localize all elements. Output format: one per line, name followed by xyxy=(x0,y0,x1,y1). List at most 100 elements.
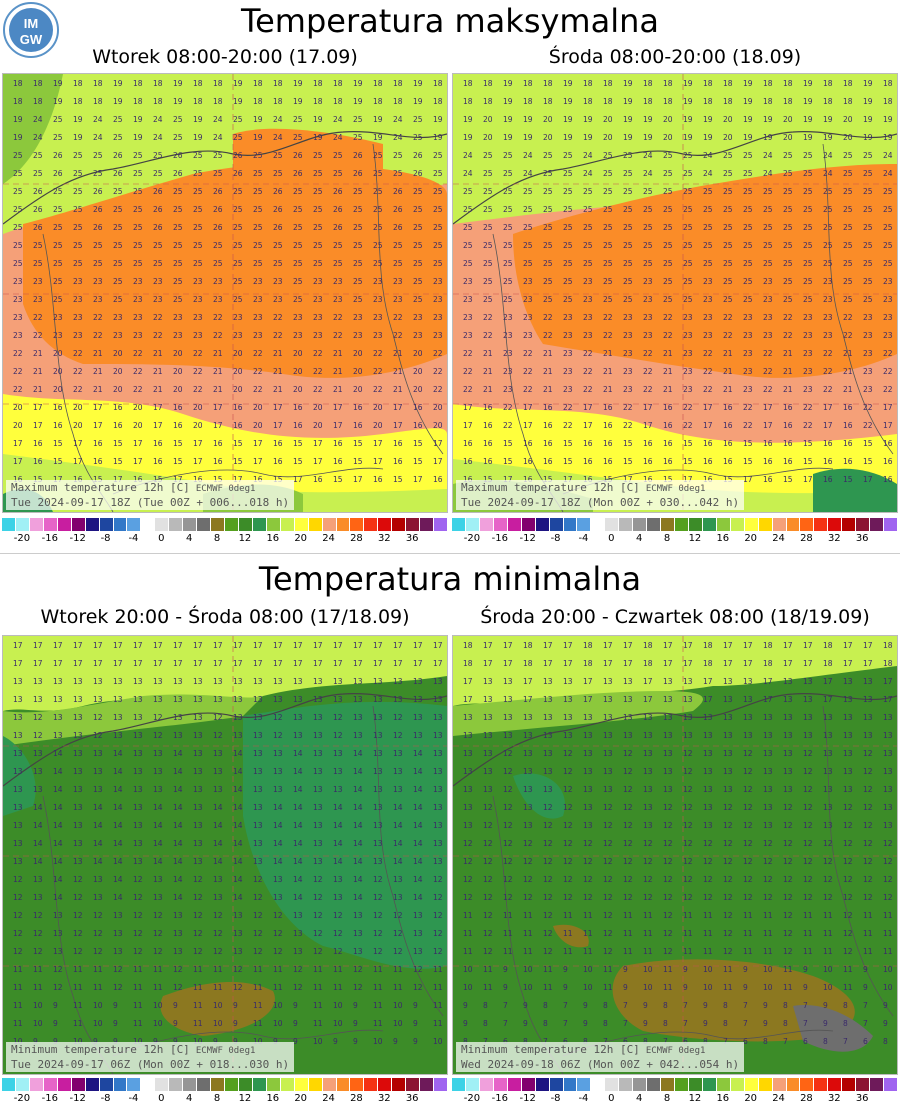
grid-value: 13 xyxy=(413,713,423,722)
grid-value: 9 xyxy=(523,1019,528,1028)
grid-value: 11 xyxy=(583,911,593,920)
grid-value: 7 xyxy=(563,1001,568,1010)
grid-value: 16 xyxy=(583,475,593,484)
grid-value: 12 xyxy=(413,965,423,974)
grid-value: 23 xyxy=(743,331,753,340)
scale-tick-label: 0 xyxy=(158,533,165,544)
grid-value: 14 xyxy=(173,767,183,776)
grid-value: 17 xyxy=(13,439,23,448)
grid-value: 13 xyxy=(783,713,793,722)
grid-value: 11 xyxy=(863,947,873,956)
grid-value: 25 xyxy=(883,223,893,232)
grid-value: 9 xyxy=(93,1037,98,1046)
grid-value: 17 xyxy=(703,421,713,430)
scale-color-cell xyxy=(786,1078,801,1091)
grid-value: 25 xyxy=(353,115,363,124)
grid-value: 17 xyxy=(823,677,833,686)
grid-value: 23 xyxy=(683,367,693,376)
grid-value: 17 xyxy=(393,659,403,668)
grid-value: 22 xyxy=(703,349,713,358)
grid-value: 14 xyxy=(273,839,283,848)
grid-value: 25 xyxy=(73,223,83,232)
grid-value: 13 xyxy=(193,695,203,704)
grid-value: 25 xyxy=(723,295,733,304)
grid-value: 12 xyxy=(483,947,493,956)
grid-value: 22 xyxy=(723,313,733,322)
grid-value: 13 xyxy=(603,713,613,722)
grid-value: 14 xyxy=(353,839,363,848)
grid-value: 14 xyxy=(173,749,183,758)
grid-value: 12 xyxy=(53,965,63,974)
grid-value: 25 xyxy=(53,133,63,142)
grid-value: 20 xyxy=(783,133,793,142)
grid-value: 23 xyxy=(393,295,403,304)
grid-value: 13 xyxy=(503,677,513,686)
grid-value: 11 xyxy=(623,929,633,938)
grid-value: 21 xyxy=(843,367,853,376)
grid-value: 14 xyxy=(353,749,363,758)
grid-value: 13 xyxy=(113,731,123,740)
grid-value: 14 xyxy=(233,767,243,776)
grid-value: 22 xyxy=(583,349,593,358)
grid-value: 25 xyxy=(663,205,673,214)
grid-value: 25 xyxy=(863,259,873,268)
grid-value: 8 xyxy=(783,1019,788,1028)
scale-color-cell xyxy=(406,1078,421,1091)
grid-value: 13 xyxy=(333,785,343,794)
grid-value: 23 xyxy=(683,349,693,358)
scale-color-cell xyxy=(549,518,564,531)
grid-value: 11 xyxy=(253,1019,263,1028)
grid-value: 18 xyxy=(13,97,23,106)
grid-value: 18 xyxy=(13,79,23,88)
grid-value: 14 xyxy=(153,803,163,812)
grid-value: 26 xyxy=(273,205,283,214)
grid-value: 17 xyxy=(193,457,203,466)
grid-value: 7 xyxy=(503,1001,508,1010)
grid-value: 25 xyxy=(273,151,283,160)
grid-value: 9 xyxy=(53,1019,58,1028)
map-caption: Minimum temperature 12h [C] ECMWF 0deg1 T… xyxy=(6,1042,295,1072)
grid-value: 13 xyxy=(843,677,853,686)
grid-value: 10 xyxy=(13,1037,23,1046)
grid-value: 19 xyxy=(293,79,303,88)
grid-value: 19 xyxy=(253,133,263,142)
grid-value: 22 xyxy=(373,385,383,394)
grid-value: 9 xyxy=(463,1019,468,1028)
grid-value: 17 xyxy=(73,457,83,466)
grid-value: 11 xyxy=(823,929,833,938)
scale-color-cell xyxy=(647,518,662,531)
scale-color-cell xyxy=(856,1078,871,1091)
grid-value: 13 xyxy=(33,875,43,884)
scale-tick-label: 32 xyxy=(377,533,391,544)
grid-value: 9 xyxy=(863,965,868,974)
grid-value: 13 xyxy=(313,857,323,866)
map-caption: Minimum temperature 12h [C] ECMWF 0deg1 W… xyxy=(456,1042,745,1072)
grid-value: 25 xyxy=(623,223,633,232)
grid-value: 25 xyxy=(643,223,653,232)
grid-value: 17 xyxy=(463,695,473,704)
grid-value: 9 xyxy=(233,1001,238,1010)
grid-value: 17 xyxy=(293,659,303,668)
grid-value: 23 xyxy=(113,331,123,340)
grid-value: 22 xyxy=(333,313,343,322)
grid-value: 19 xyxy=(823,115,833,124)
grid-value: 22 xyxy=(483,313,493,322)
grid-value: 18 xyxy=(603,97,613,106)
grid-value: 23 xyxy=(353,313,363,322)
grid-value: 17 xyxy=(233,475,243,484)
grid-value: 13 xyxy=(213,875,223,884)
grid-value: 16 xyxy=(233,421,243,430)
grid-value: 25 xyxy=(503,277,513,286)
grid-value: 20 xyxy=(433,421,443,430)
scale-color-cell xyxy=(465,1078,480,1091)
grid-value: 21 xyxy=(93,349,103,358)
grid-value: 13 xyxy=(313,785,323,794)
temperature-color-scale-left: -20 -16 -12 -8 -4 0 4 8 12 16 20 24 28 32 36 xyxy=(2,518,448,550)
grid-value: 24 xyxy=(393,133,403,142)
grid-value: 25 xyxy=(193,223,203,232)
grid-value: 25 xyxy=(483,295,493,304)
grid-value: 21 xyxy=(93,385,103,394)
grid-value: 25 xyxy=(73,205,83,214)
grid-value: 13 xyxy=(253,731,263,740)
temperature-color-scale-left: -20 -16 -12 -8 -4 0 4 8 12 16 20 24 28 32 36 xyxy=(2,1078,448,1110)
